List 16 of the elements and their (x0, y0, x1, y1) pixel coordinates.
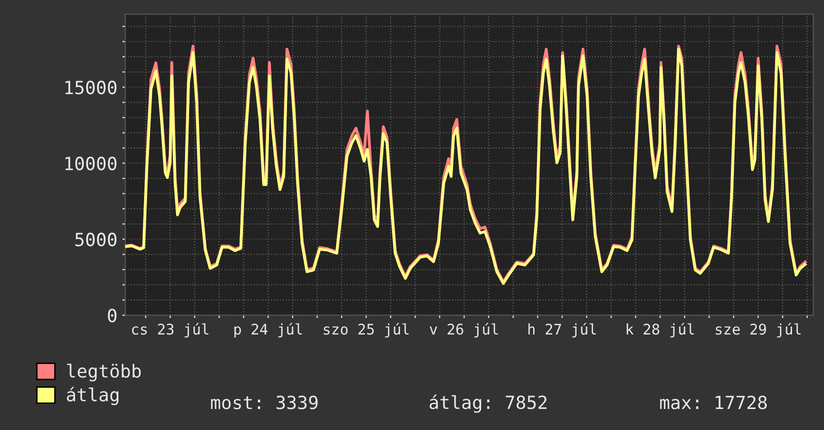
text: max: 17728 (660, 396, 767, 410)
x-tick-label: v 26 júl (430, 322, 498, 338)
y-tick-label: 5000 (75, 232, 116, 246)
y-tick-label: 10000 (65, 156, 116, 170)
text: átlag: 7852 (430, 394, 547, 413)
x-tick-label: szo 25 júl (324, 322, 409, 338)
x-tick-label: p 24 júl (234, 322, 302, 338)
y-tick-label: 15000 (65, 80, 116, 94)
y-tick-label: 0 (108, 308, 116, 322)
text: most: 3339 (211, 396, 318, 410)
legend-label: átlag (66, 386, 118, 406)
legend-label: legtöbb (67, 364, 141, 382)
x-tick-label: cs 23 júl (132, 322, 208, 338)
x-tick-label: h 27 júl (528, 322, 596, 338)
x-tick-label: k 28 júl (626, 322, 694, 338)
x-tick-label: sze 29 júl (716, 322, 801, 338)
